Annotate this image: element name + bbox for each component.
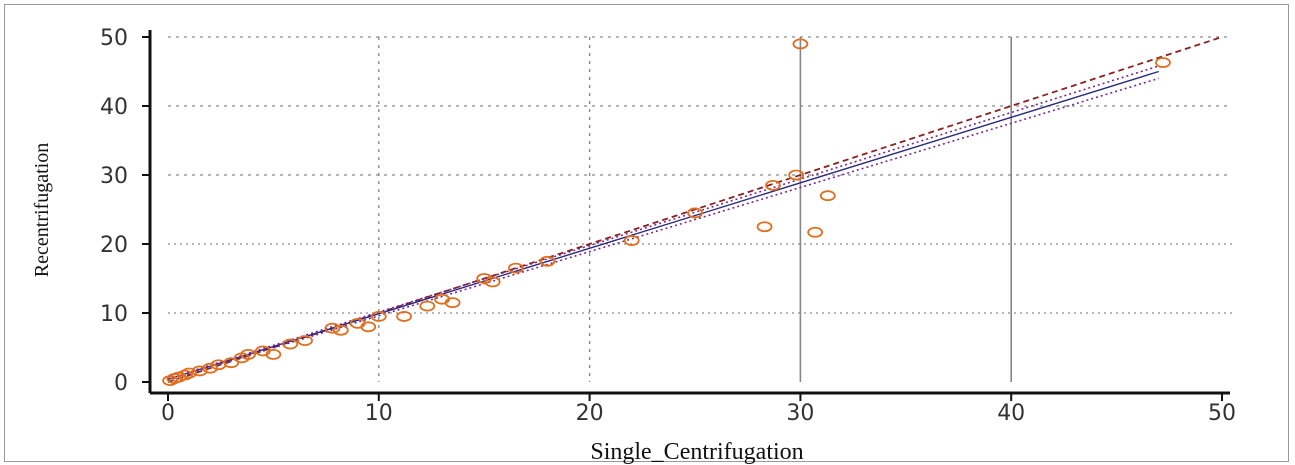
data-point — [476, 273, 493, 284]
ticks-layer: 0 10 20 30 40 50 0 10 20 30 40 50 — [100, 26, 1236, 426]
data-point — [1155, 57, 1171, 68]
ci-lower-line — [167, 77, 1159, 381]
y-tick-label: 30 — [100, 164, 128, 189]
data-point — [623, 235, 640, 246]
data-point — [396, 311, 412, 322]
data-point — [202, 362, 219, 374]
x-tick-label: 10 — [365, 401, 393, 426]
data-point — [444, 297, 461, 309]
data-point — [282, 338, 299, 350]
data-point — [792, 38, 809, 50]
axes-layer — [148, 30, 1230, 395]
grid-layer — [168, 36, 1232, 382]
data-point — [507, 262, 524, 274]
data-point — [240, 348, 257, 360]
data-point — [765, 179, 781, 191]
y-tick-label: 40 — [100, 95, 128, 120]
data-point — [332, 324, 349, 336]
data-point — [370, 311, 387, 322]
y-tick-label: 20 — [100, 233, 128, 258]
ci-upper-line — [167, 65, 1160, 380]
data-point — [265, 348, 282, 360]
data-point — [687, 207, 703, 219]
chart-frame — [4, 4, 1289, 462]
data-point — [176, 369, 193, 381]
data-point — [181, 367, 197, 379]
data-point — [324, 322, 341, 334]
data-point — [419, 300, 436, 312]
data-point — [360, 321, 377, 333]
x-tick-label: 0 — [161, 401, 175, 426]
y-axis-label: Recentrifugation — [31, 143, 53, 277]
x-tick-label: 40 — [997, 401, 1025, 426]
x-axis-label: Single_Centrifugation — [590, 439, 803, 465]
points-layer — [162, 38, 1171, 387]
y-tick-label: 10 — [100, 302, 128, 327]
data-point — [788, 169, 805, 181]
lines-layer — [167, 36, 1223, 383]
data-point — [191, 365, 208, 377]
fit-line — [167, 70, 1159, 380]
y-tick-label: 0 — [114, 371, 128, 396]
data-point — [819, 190, 836, 202]
data-point — [807, 226, 824, 238]
x-tick-label: 20 — [576, 401, 604, 426]
data-point — [539, 255, 556, 267]
data-point — [484, 276, 501, 288]
x-tick-label: 30 — [786, 401, 814, 426]
y-tick-label: 50 — [100, 26, 128, 51]
data-point — [162, 375, 179, 387]
data-point — [297, 335, 313, 347]
data-point — [756, 221, 773, 233]
x-tick-label: 50 — [1208, 401, 1236, 426]
